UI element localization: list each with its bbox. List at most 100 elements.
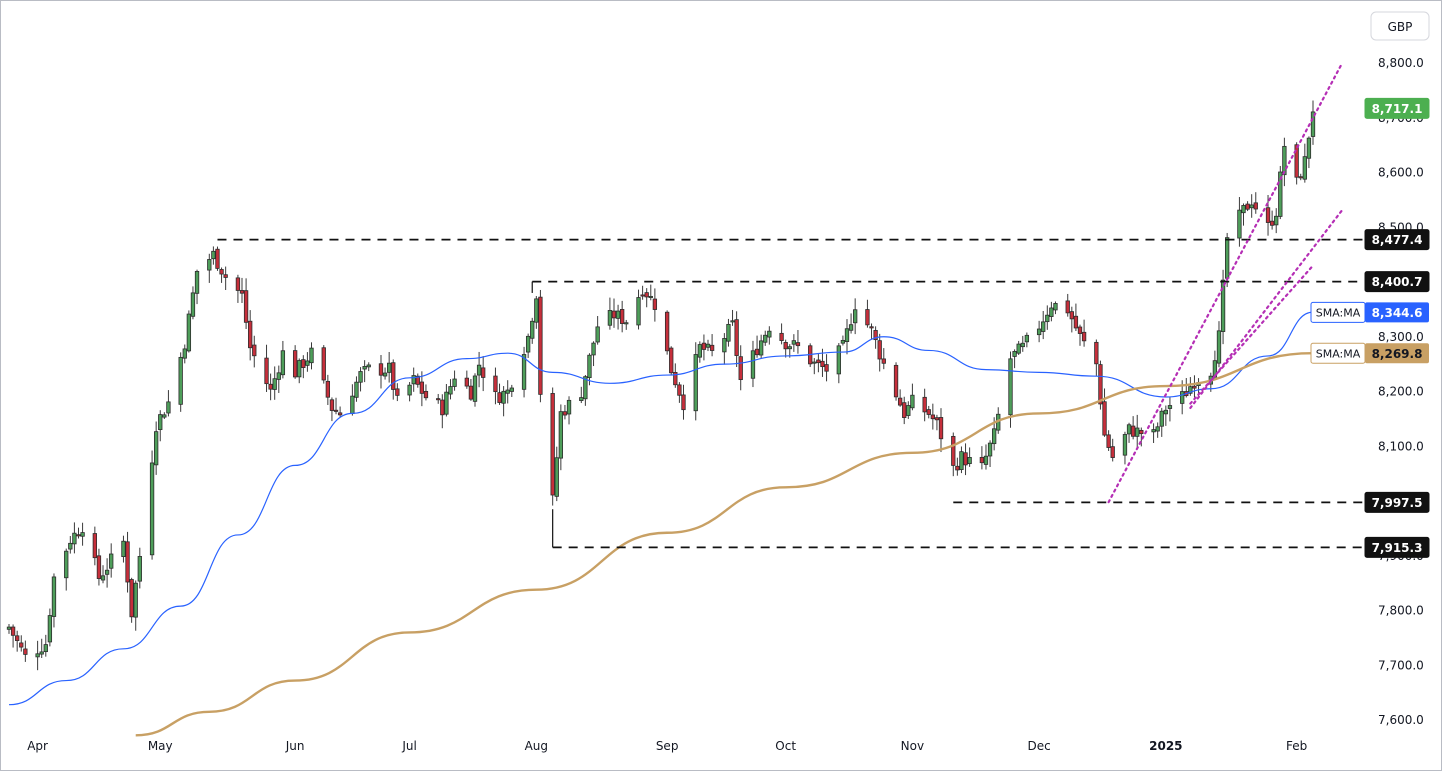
candle[interactable]: [415, 373, 420, 388]
candle[interactable]: [534, 296, 539, 329]
candle[interactable]: [501, 386, 506, 417]
candle[interactable]: [395, 383, 400, 402]
candle[interactable]: [125, 531, 130, 593]
candle[interactable]: [186, 310, 192, 353]
candle[interactable]: [726, 318, 731, 347]
candle[interactable]: [1237, 197, 1242, 247]
candle[interactable]: [239, 277, 245, 304]
candle[interactable]: [436, 393, 441, 404]
candle[interactable]: [1073, 303, 1079, 332]
candle[interactable]: [595, 316, 600, 345]
candle[interactable]: [607, 297, 613, 330]
candle[interactable]: [926, 405, 931, 419]
candle[interactable]: [906, 401, 911, 419]
candle[interactable]: [1081, 319, 1087, 347]
candle[interactable]: [104, 558, 110, 588]
candle[interactable]: [550, 387, 555, 506]
candle[interactable]: [979, 446, 985, 470]
candle[interactable]: [468, 378, 474, 401]
currency-button[interactable]: GBP: [1370, 11, 1430, 41]
candle[interactable]: [824, 354, 829, 382]
candle[interactable]: [337, 406, 343, 417]
candle[interactable]: [80, 522, 85, 546]
candle[interactable]: [812, 358, 817, 375]
candle[interactable]: [268, 373, 273, 401]
candle[interactable]: [1241, 203, 1246, 226]
candle[interactable]: [321, 345, 326, 384]
candle[interactable]: [1245, 201, 1250, 212]
candle[interactable]: [444, 384, 449, 417]
candle[interactable]: [505, 380, 510, 404]
candle[interactable]: [333, 397, 339, 415]
candle[interactable]: [1163, 405, 1168, 426]
candle[interactable]: [1041, 310, 1046, 340]
candle[interactable]: [1065, 293, 1070, 317]
candle[interactable]: [51, 573, 57, 628]
candle[interactable]: [893, 362, 899, 401]
candle[interactable]: [166, 390, 171, 417]
candle[interactable]: [121, 535, 126, 563]
candle[interactable]: [100, 565, 106, 584]
candle[interactable]: [791, 334, 797, 352]
candle[interactable]: [709, 334, 715, 357]
candle[interactable]: [1306, 136, 1312, 169]
candle[interactable]: [39, 638, 44, 659]
candle[interactable]: [297, 358, 302, 384]
candle[interactable]: [1020, 335, 1025, 352]
candle[interactable]: [1159, 407, 1164, 437]
candle[interactable]: [677, 382, 682, 403]
candle[interactable]: [154, 421, 159, 475]
candle[interactable]: [448, 379, 453, 400]
candle[interactable]: [583, 375, 588, 406]
candle[interactable]: [129, 577, 134, 623]
candle[interactable]: [1298, 173, 1303, 181]
candle[interactable]: [538, 289, 543, 403]
candle[interactable]: [1294, 142, 1299, 185]
candle[interactable]: [611, 298, 617, 328]
candle[interactable]: [452, 370, 457, 391]
candle[interactable]: [963, 443, 968, 476]
candle[interactable]: [1094, 339, 1099, 376]
candle[interactable]: [366, 362, 371, 372]
candle[interactable]: [68, 536, 73, 554]
candle[interactable]: [779, 323, 784, 345]
candle[interactable]: [493, 367, 498, 405]
candle[interactable]: [219, 267, 224, 283]
candle[interactable]: [636, 289, 641, 330]
candle[interactable]: [697, 341, 702, 363]
candle[interactable]: [481, 356, 486, 392]
candle[interactable]: [897, 389, 903, 407]
candle[interactable]: [758, 334, 764, 359]
candle[interactable]: [930, 403, 935, 430]
candle[interactable]: [1274, 208, 1279, 234]
candle[interactable]: [194, 269, 200, 305]
candle[interactable]: [669, 346, 674, 375]
candle[interactable]: [1008, 351, 1013, 428]
candle[interactable]: [272, 366, 277, 400]
candle[interactable]: [934, 414, 940, 431]
candle[interactable]: [6, 624, 12, 634]
candle[interactable]: [681, 384, 686, 420]
candle[interactable]: [1102, 388, 1107, 437]
candle[interactable]: [215, 246, 220, 271]
candle[interactable]: [1069, 306, 1074, 333]
candle[interactable]: [440, 394, 445, 429]
candle[interactable]: [47, 608, 53, 647]
candle[interactable]: [795, 329, 801, 354]
candle[interactable]: [562, 404, 568, 420]
candle[interactable]: [530, 317, 535, 344]
candle[interactable]: [951, 432, 956, 477]
trendline[interactable]: [1189, 264, 1315, 405]
candle[interactable]: [848, 313, 854, 334]
candle[interactable]: [640, 285, 645, 300]
candle[interactable]: [248, 310, 253, 361]
candle[interactable]: [620, 300, 625, 333]
candle[interactable]: [264, 344, 269, 392]
candle[interactable]: [280, 340, 286, 379]
candle[interactable]: [158, 410, 163, 442]
candle[interactable]: [624, 319, 629, 330]
candle[interactable]: [472, 373, 478, 407]
candle[interactable]: [1253, 192, 1258, 214]
candle[interactable]: [1053, 301, 1058, 315]
